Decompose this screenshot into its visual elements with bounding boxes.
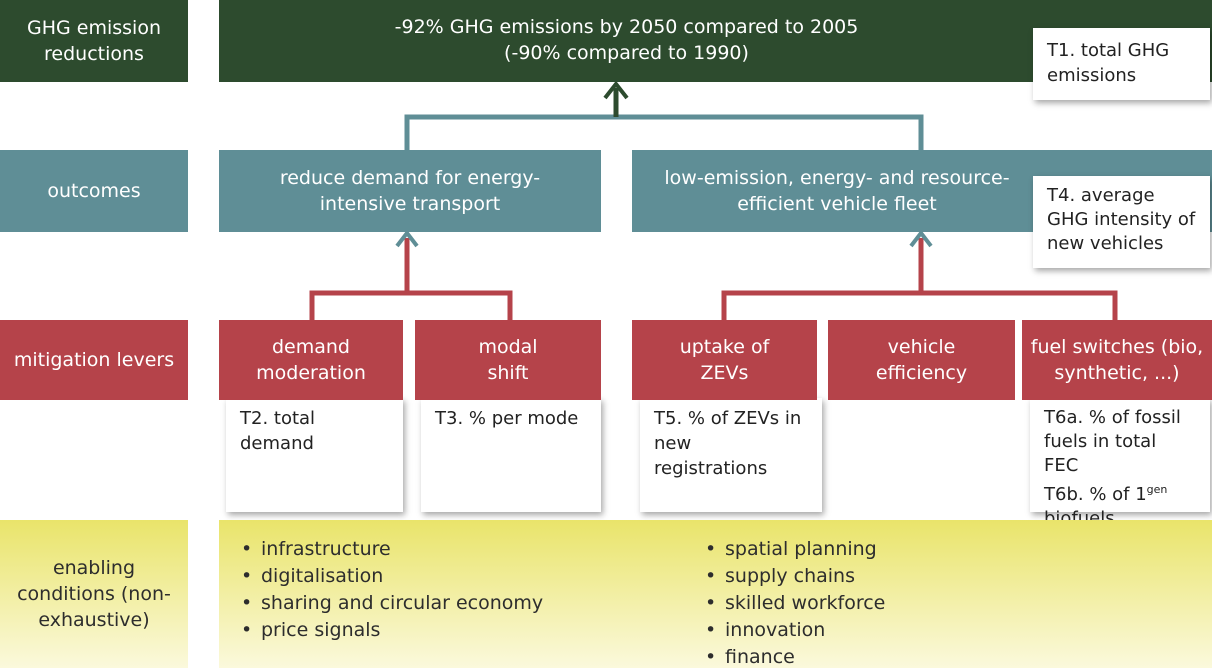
indicator-card: T3. % per mode bbox=[421, 398, 601, 512]
indicator-card: T4. average GHG intensity of new vehicle… bbox=[1033, 176, 1210, 268]
indicator-text: T6b. % of 1 bbox=[1044, 484, 1147, 505]
enabling-box: infrastructuredigitalisationsharing and … bbox=[219, 520, 1212, 668]
indicator-card: T1. total GHG emissions bbox=[1033, 28, 1210, 100]
enabling-item: finance bbox=[725, 644, 885, 671]
enabling-item: skilled workforce bbox=[725, 590, 885, 617]
goal-text: (-90% compared to 1990) bbox=[504, 42, 749, 64]
lever-box: modal shift bbox=[415, 320, 601, 400]
lever-box: fuel switches (bio, synthetic, ...) bbox=[1022, 320, 1212, 400]
row-label: GHG emission reductions bbox=[0, 0, 188, 82]
indicator-card: T5. % of ZEVs in new registrations bbox=[640, 398, 822, 512]
enabling-item: infrastructure bbox=[261, 536, 543, 563]
lever-box: uptake of ZEVs bbox=[632, 320, 817, 400]
enabling-item: price signals bbox=[261, 617, 543, 644]
indicator-text: T6a. % of fossil fuels in total FEC bbox=[1044, 407, 1181, 476]
outcome-box: reduce demand for energy-intensive trans… bbox=[219, 150, 601, 232]
enabling-item: spatial planning bbox=[725, 536, 885, 563]
row-label: mitigation levers bbox=[0, 320, 188, 400]
row-label: outcomes bbox=[0, 150, 188, 232]
enabling-item: digitalisation bbox=[261, 563, 543, 590]
row-label: enabling conditions (non-exhaustive) bbox=[0, 520, 188, 668]
enabling-list: spatial planningsupply chainsskilled wor… bbox=[703, 536, 885, 671]
indicator-card: T6a. % of fossil fuels in total FEC T6b. … bbox=[1030, 398, 1210, 529]
enabling-item: sharing and circular economy bbox=[261, 590, 543, 617]
indicator-sup: gen bbox=[1146, 483, 1168, 496]
goal-text: -92% GHG emissions by 2050 compared to 2… bbox=[394, 16, 859, 38]
lever-box: demand moderation bbox=[219, 320, 403, 400]
enabling-list: infrastructuredigitalisationsharing and … bbox=[239, 536, 543, 644]
lever-box: vehicle efficiency bbox=[828, 320, 1015, 400]
enabling-item: supply chains bbox=[725, 563, 885, 590]
enabling-item: innovation bbox=[725, 617, 885, 644]
indicator-card: T2. total demand bbox=[226, 398, 403, 512]
